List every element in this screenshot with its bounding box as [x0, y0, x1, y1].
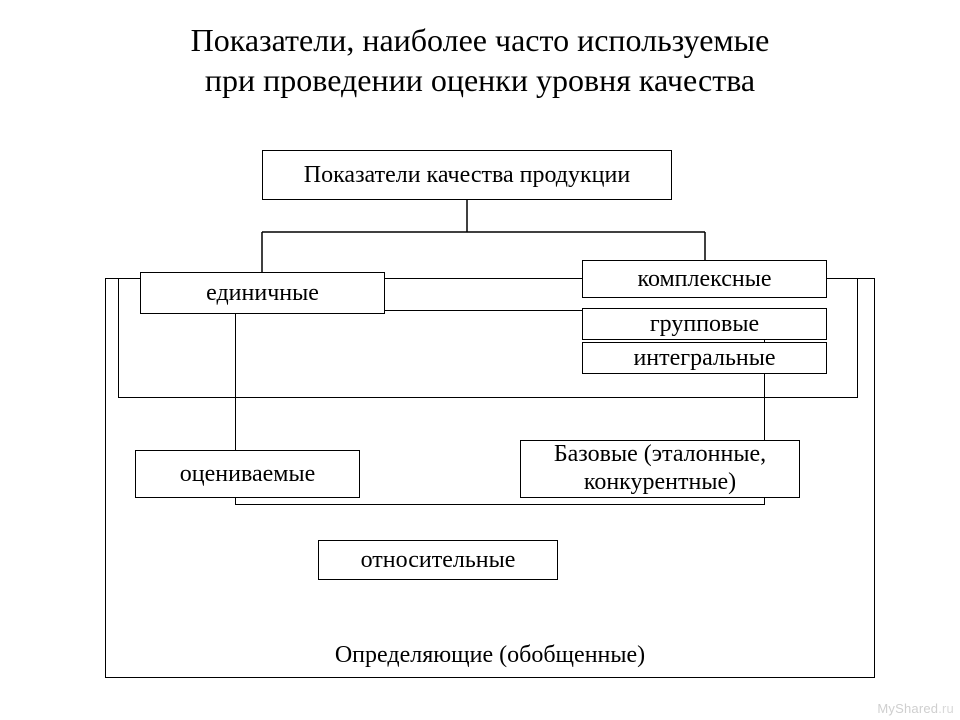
base-box: Базовые (эталонные, конкурентные) [520, 440, 800, 498]
determining-label-wrap: Определяющие (обобщенные) [105, 642, 875, 669]
determining-label: Определяющие (обобщенные) [335, 642, 645, 668]
watermark-right: .ru [938, 701, 954, 716]
watermark: MyShared.ru [877, 701, 954, 716]
group-label: групповые [650, 311, 759, 338]
evaluated-box: оцениваемые [135, 450, 360, 498]
root-label: Показатели качества продукции [304, 162, 630, 189]
complex-box: комплексные [582, 260, 827, 298]
watermark-left: MyShared [877, 701, 938, 716]
relative-label: относительные [361, 547, 516, 574]
title-line-1: Показатели, наиболее часто используемые [191, 22, 770, 58]
root-box: Показатели качества продукции [262, 150, 672, 200]
base-label: Базовые (эталонные, конкурентные) [527, 441, 793, 496]
integral-box: интегральные [582, 342, 827, 374]
title-line-2: при проведении оценки уровня качества [205, 62, 755, 98]
single-box: единичные [140, 272, 385, 314]
relative-box: относительные [318, 540, 558, 580]
integral-label: интегральные [633, 345, 775, 372]
group-box: групповые [582, 308, 827, 340]
diagram-title: Показатели, наиболее часто используемые … [0, 20, 960, 100]
complex-label: комплексные [638, 266, 772, 293]
evaluated-label: оцениваемые [180, 461, 315, 488]
single-label: единичные [206, 280, 319, 307]
